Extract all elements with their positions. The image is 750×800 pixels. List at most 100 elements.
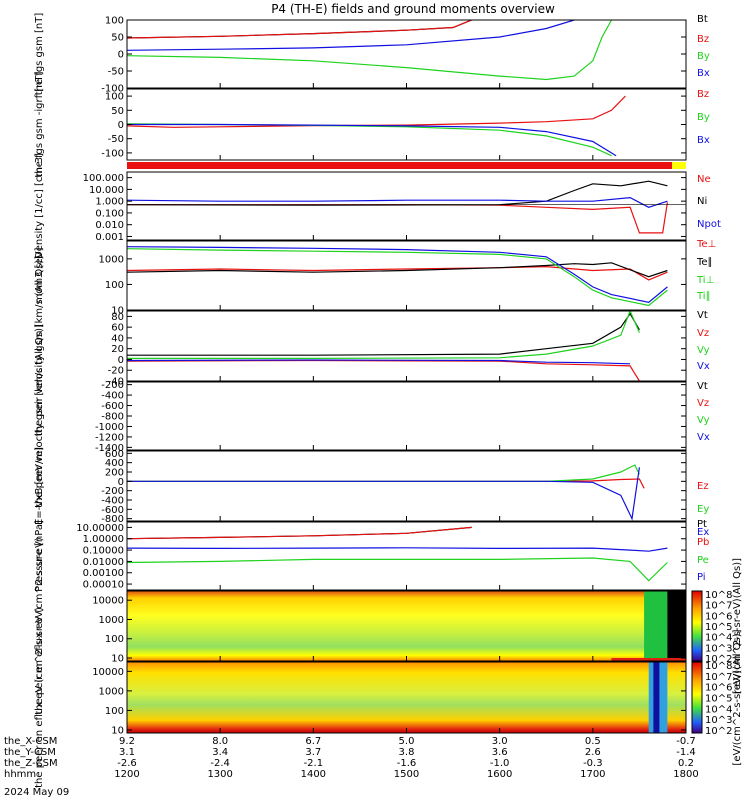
- colorbar-tick: 10^2: [705, 726, 732, 737]
- y-axis-label: the fgs gsm [nT]: [34, 13, 45, 96]
- legend-entry-Bx: Bx: [697, 135, 710, 146]
- footer-value: 0.5: [585, 736, 601, 747]
- y-tick-label: 0.010: [95, 220, 124, 231]
- footer-value: 1400: [301, 769, 326, 780]
- y-tick-label: -100: [101, 148, 124, 159]
- y-axis-label: E=-VxB [mV/m]: [34, 447, 45, 525]
- y-tick-label: 10000: [92, 596, 124, 607]
- series-line-Pi: [127, 547, 668, 552]
- quality-flag-bar-end: [672, 162, 686, 169]
- colorbar-tick: 10^7: [705, 672, 732, 683]
- footer-value: 1800: [673, 769, 698, 780]
- legend-entry-Vt: Vt: [697, 310, 708, 321]
- figure-title: P4 (TH-E) fields and ground moments over…: [271, 2, 555, 16]
- panel-8: 10.000001.000000.100000.010000.001000.00…: [34, 519, 709, 592]
- y-axis-label: Density [1/cc] [cm-3]: [34, 153, 45, 259]
- y-tick-label: 0.00010: [83, 580, 124, 591]
- series-line-Vz: [127, 359, 640, 381]
- y-tick-label: 100: [105, 92, 124, 103]
- y-axis-label: the peer en eflux eV (cm^2-s-sr-eV): [34, 607, 45, 788]
- colorbar-tick: 10^8: [705, 661, 732, 672]
- series-line-Npot: [127, 196, 668, 208]
- footer-value: -2.4: [210, 758, 230, 769]
- series-line-Ti⊥: [127, 248, 668, 307]
- footer-value: -0.3: [583, 758, 603, 769]
- y-tick-label: 600: [105, 449, 124, 460]
- colorbar-tick: 10^4: [705, 704, 732, 715]
- colorbar-tick: 10^7: [705, 601, 732, 612]
- series-line-Vt: [127, 312, 640, 356]
- y-tick-label: 100.000: [83, 173, 124, 184]
- footer-value: -1.0: [490, 758, 510, 769]
- panel-frame: [126, 310, 687, 382]
- footer-value: 3.1: [119, 747, 135, 758]
- series-line-Vy: [127, 311, 640, 359]
- series-line-Pb: [127, 526, 472, 540]
- y-tick-label: 100: [105, 706, 124, 717]
- series-line-Pe: [127, 557, 668, 582]
- legend-entry-Vt: Vt: [697, 381, 708, 392]
- legend-entry-Ey: Ey: [697, 504, 709, 515]
- footer-value: 3.6: [492, 747, 508, 758]
- series-group: [127, 20, 613, 81]
- spectrogram-field: [127, 591, 686, 661]
- y-tick-label: -600: [101, 505, 124, 516]
- series-line-Ex: [127, 467, 640, 521]
- y-tick-label: 0.01000: [83, 557, 124, 568]
- footer-row-label: the_X-CSM: [4, 736, 57, 747]
- colorbar-tick: 10^6: [705, 611, 732, 622]
- legend-entry-Vx: Vx: [697, 361, 710, 372]
- panel-frame: [126, 240, 687, 311]
- y-tick-label: 60: [111, 323, 124, 334]
- y-tick-label: -1200: [95, 432, 124, 443]
- colorbar: [691, 590, 703, 662]
- footer-row-label: the_Z-CSM: [4, 758, 58, 769]
- series-line-Bz: [127, 95, 626, 128]
- footer-value: 1700: [580, 769, 605, 780]
- legend-entry-Bz: Bz: [697, 89, 709, 100]
- legend-entry-Vy: Vy: [697, 345, 710, 356]
- y-tick-label: -400: [101, 391, 124, 402]
- y-tick-label: 100: [105, 634, 124, 645]
- spectrogram-band: [611, 658, 686, 661]
- y-tick-label: 50: [111, 33, 124, 44]
- legend-entry-Vz: Vz: [697, 328, 709, 339]
- y-tick-label: -200: [101, 380, 124, 391]
- series-group: [127, 526, 668, 582]
- series-line-Ti∥: [127, 246, 668, 303]
- quality-flag-bar: [127, 162, 672, 169]
- panel-frame: [126, 521, 687, 591]
- series-group: [127, 246, 668, 307]
- y-axis-label: the fgs gsm -igrf [nT]: [34, 71, 45, 177]
- panel-3: 100.00010.0001.0000.1000.0100.001 Density…: [34, 153, 721, 259]
- spectrogram-band: [653, 662, 660, 733]
- spectrogram-10: [127, 662, 686, 733]
- footer-value: 2.6: [585, 747, 601, 758]
- series-line-Bz: [127, 20, 472, 39]
- legend-entry-Vz: Vz: [697, 398, 709, 409]
- footer-value: 5.0: [399, 736, 415, 747]
- series-line-Ni: [127, 180, 668, 206]
- y-tick-label: 0.10000: [83, 546, 124, 557]
- footer-value: 3.4: [212, 747, 228, 758]
- y-tick-label: 20: [111, 344, 124, 355]
- footer-value: 3.8: [399, 747, 415, 758]
- y-tick-label: -20: [108, 366, 124, 377]
- footer-value: -1.6: [397, 758, 417, 769]
- legend-entry-Te⊥: Te⊥: [696, 239, 716, 250]
- y-tick-label: 50: [111, 106, 124, 117]
- legend-entry-Vx: Vx: [697, 432, 710, 443]
- panel-frame: [126, 171, 687, 241]
- series-group: [127, 311, 640, 381]
- panel-1: 100 50 0 -50 -100 the fgs gsm [nT] Bt Bz By Bx: [34, 13, 710, 96]
- colorbar-tick: 10^6: [705, 683, 732, 694]
- y-tick-label: -1400: [95, 443, 124, 454]
- legend-entry-Npot: Npot: [697, 219, 721, 230]
- y-tick-label: 1.000: [95, 197, 124, 208]
- colorbar-tick: 10^4: [705, 633, 732, 644]
- series-line-Ey: [127, 464, 640, 482]
- footer-row-label: hhmm: [4, 769, 36, 780]
- footer-row-label: the_Y-CSM: [4, 747, 56, 758]
